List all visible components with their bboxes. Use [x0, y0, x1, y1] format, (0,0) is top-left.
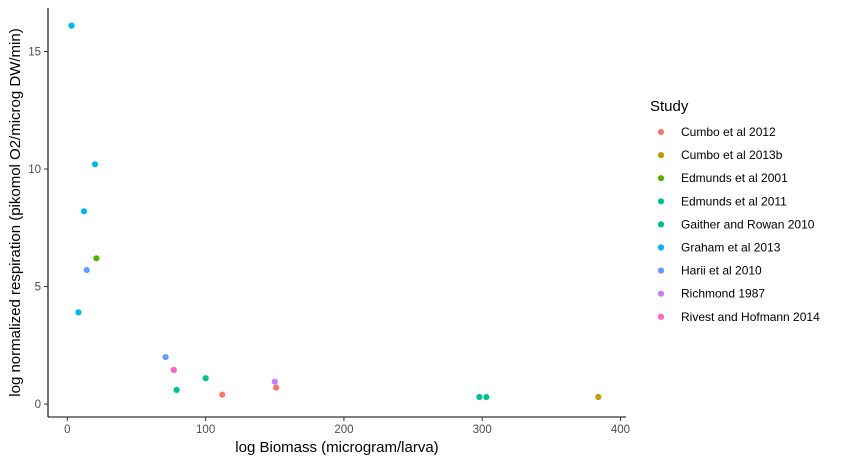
- legend-label: Gaither and Rowan 2010: [681, 217, 815, 231]
- legend-label: Edmunds et al 2001: [681, 171, 788, 185]
- legend-key: [657, 290, 665, 297]
- legend-key: [657, 267, 665, 274]
- data-point: [83, 266, 90, 274]
- data-point: [595, 393, 602, 401]
- legend-label: Graham et al 2013: [681, 241, 781, 255]
- y-tick-label: 5: [35, 282, 41, 294]
- legend-key: [657, 152, 665, 159]
- legend-key: [657, 175, 665, 182]
- legend-key: [657, 128, 665, 136]
- x-tick-label: 400: [611, 424, 630, 436]
- x-tick-label: 300: [473, 424, 492, 436]
- y-axis-title: log normalized respiration (pikomol O2/m…: [7, 28, 24, 396]
- data-point: [273, 384, 280, 391]
- x-tick-label: 200: [334, 424, 353, 436]
- data-point: [483, 393, 490, 401]
- axes: 0 100 200 300 400 0 5 10 15 log Biomass (microgra…: [7, 8, 630, 456]
- legend: Study Cumbo et al 2012 Cumbo et al 2013b Ed…: [650, 98, 820, 324]
- legend-label: Rivest and Hofmann 2014: [681, 310, 820, 324]
- legend-label: Edmunds et al 2011: [681, 194, 787, 208]
- legend-label: Cumbo et al 2012: [681, 125, 776, 139]
- legend-key: [657, 221, 665, 228]
- x-tick-label: 100: [196, 424, 215, 436]
- plot-panel: [68, 22, 602, 401]
- y-tick-label: 15: [28, 46, 41, 58]
- y-tick-label: 0: [35, 399, 41, 411]
- data-point: [162, 353, 169, 361]
- legend-key: [657, 313, 665, 320]
- legend-key: [657, 198, 665, 205]
- data-point: [271, 378, 278, 385]
- data-point: [93, 255, 100, 262]
- data-point: [80, 208, 88, 215]
- x-tick-label: 0: [64, 424, 70, 436]
- y-tick-label: 10: [28, 164, 41, 176]
- data-point: [219, 391, 226, 398]
- legend-key: [657, 244, 665, 251]
- legend-label: Cumbo et al 2013b: [681, 148, 783, 162]
- legend-label: Harii et al 2010: [681, 264, 762, 278]
- data-point: [91, 161, 99, 168]
- legend-title: Study: [650, 98, 689, 115]
- legend-label: Richmond 1987: [681, 287, 765, 301]
- data-point: [476, 393, 483, 401]
- data-point: [170, 366, 177, 374]
- data-point: [68, 22, 75, 29]
- data-point: [173, 386, 180, 394]
- x-axis-title: log Biomass (microgram/larva): [235, 439, 438, 456]
- data-point: [202, 375, 209, 382]
- data-point: [75, 309, 82, 316]
